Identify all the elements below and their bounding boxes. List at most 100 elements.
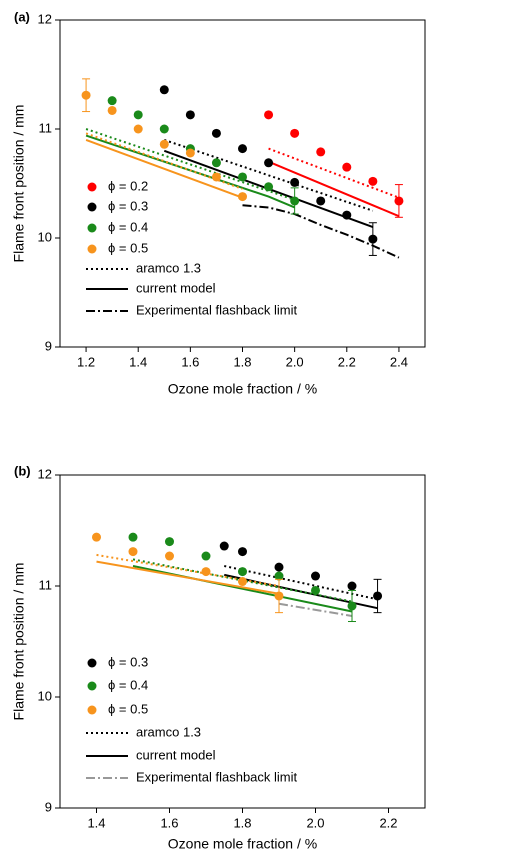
model-line bbox=[268, 160, 400, 218]
x-tick-label: 2.4 bbox=[390, 354, 408, 369]
model-line bbox=[96, 560, 280, 595]
y-tick-label: 10 bbox=[38, 229, 52, 244]
data-point bbox=[290, 177, 300, 187]
data-point bbox=[238, 577, 247, 587]
data-point bbox=[185, 148, 195, 158]
data-point bbox=[107, 105, 117, 115]
legend-label: current model bbox=[136, 747, 216, 762]
data-point bbox=[368, 176, 378, 186]
data-point bbox=[159, 139, 169, 149]
legend-marker bbox=[87, 244, 97, 254]
y-tick-label: 9 bbox=[45, 338, 52, 353]
x-axis-title: Ozone mole fraction / % bbox=[168, 836, 317, 852]
legend-label: ϕ = 0.3 bbox=[108, 654, 148, 669]
legend-label: Experimental flashback limit bbox=[136, 302, 298, 317]
x-axis-title: Ozone mole fraction / % bbox=[168, 381, 317, 397]
data-point bbox=[264, 158, 274, 168]
legend-marker bbox=[87, 705, 97, 715]
data-point bbox=[342, 162, 352, 172]
data-point bbox=[347, 581, 357, 591]
model-line bbox=[85, 138, 243, 199]
y-axis-title: Flame front position / mm bbox=[11, 563, 27, 721]
data-point bbox=[107, 96, 117, 106]
x-tick-label: 1.8 bbox=[233, 354, 251, 369]
data-point bbox=[316, 147, 326, 157]
legend-label: ϕ = 0.2 bbox=[108, 178, 148, 193]
panel-label: (b) bbox=[14, 463, 31, 478]
data-point bbox=[81, 90, 91, 100]
y-tick-label: 11 bbox=[39, 577, 53, 592]
y-tick-label: 11 bbox=[39, 120, 53, 135]
data-point bbox=[159, 124, 169, 134]
data-point bbox=[373, 591, 383, 601]
data-point bbox=[133, 124, 143, 134]
data-point bbox=[211, 158, 221, 168]
data-point bbox=[274, 571, 284, 581]
panel: (b) Ozone mole fraction / % Flame front po… bbox=[11, 463, 426, 852]
data-point bbox=[368, 234, 378, 244]
model-line bbox=[85, 128, 295, 201]
x-tick-label: 1.4 bbox=[87, 815, 105, 830]
data-point bbox=[201, 551, 211, 561]
x-tick-label: 2.0 bbox=[306, 815, 324, 830]
legend-label: ϕ = 0.5 bbox=[108, 240, 148, 255]
model-line bbox=[96, 553, 280, 587]
data-point bbox=[311, 585, 320, 595]
model-line bbox=[268, 147, 400, 199]
data-point bbox=[128, 532, 138, 542]
data-point bbox=[219, 541, 229, 551]
y-tick-label: 12 bbox=[38, 11, 52, 26]
data-point bbox=[394, 196, 404, 206]
data-point bbox=[264, 182, 274, 192]
data-point bbox=[311, 571, 320, 581]
data-point bbox=[238, 192, 247, 202]
data-point bbox=[290, 128, 300, 138]
data-point bbox=[128, 547, 138, 557]
legend-label: ϕ = 0.4 bbox=[108, 677, 148, 692]
model-line bbox=[242, 204, 400, 259]
data-point bbox=[165, 551, 174, 561]
legend-marker bbox=[87, 202, 97, 212]
data-point bbox=[211, 128, 221, 138]
data-point bbox=[274, 562, 284, 572]
model-line bbox=[163, 138, 374, 212]
legend-label: ϕ = 0.3 bbox=[108, 198, 148, 213]
y-tick-label: 12 bbox=[38, 466, 52, 481]
model-line bbox=[85, 134, 296, 209]
data-point bbox=[238, 547, 247, 557]
model-line bbox=[278, 602, 353, 617]
data-point bbox=[211, 172, 221, 182]
legend-label: aramco 1.3 bbox=[136, 724, 201, 739]
y-axis-title: Flame front position / mm bbox=[11, 105, 27, 263]
data-point bbox=[264, 110, 274, 120]
legend-label: current model bbox=[136, 280, 216, 295]
data-point bbox=[201, 567, 211, 577]
x-tick-label: 1.4 bbox=[129, 354, 147, 369]
y-tick-label: 9 bbox=[45, 799, 52, 814]
legend-marker bbox=[87, 223, 97, 233]
data-point bbox=[238, 567, 247, 577]
x-tick-label: 2.2 bbox=[338, 354, 356, 369]
panel: (a) Ozone mole fraction / % Flame front po… bbox=[11, 9, 426, 397]
data-point bbox=[274, 591, 284, 601]
legend-label: ϕ = 0.5 bbox=[108, 701, 148, 716]
data-point bbox=[165, 537, 174, 547]
legend-label: ϕ = 0.4 bbox=[108, 219, 148, 234]
data-point bbox=[238, 172, 247, 182]
legend-marker bbox=[87, 681, 97, 691]
data-point bbox=[92, 532, 101, 542]
legend-label: Experimental flashback limit bbox=[136, 769, 298, 784]
legend-label: aramco 1.3 bbox=[136, 260, 201, 275]
legend-marker bbox=[87, 658, 97, 668]
data-point bbox=[347, 601, 357, 611]
x-tick-label: 2.2 bbox=[379, 815, 397, 830]
data-point bbox=[133, 110, 143, 120]
data-point bbox=[316, 196, 326, 206]
x-tick-label: 1.8 bbox=[233, 815, 251, 830]
data-point bbox=[342, 210, 352, 220]
x-tick-label: 1.6 bbox=[160, 815, 178, 830]
x-tick-label: 2.0 bbox=[286, 354, 304, 369]
x-tick-label: 1.2 bbox=[77, 354, 95, 369]
data-point bbox=[238, 144, 247, 154]
